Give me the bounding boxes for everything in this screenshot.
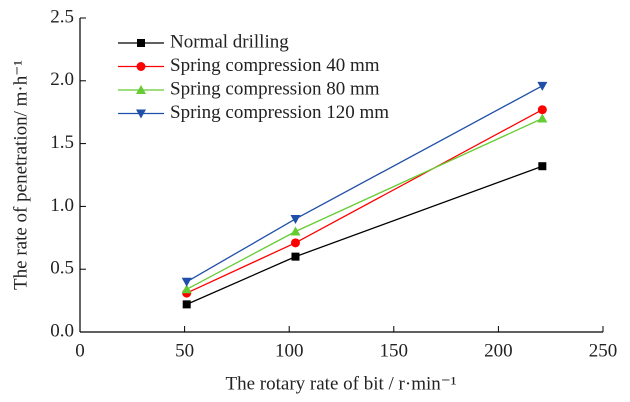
marker	[137, 39, 145, 47]
legend-label: Spring compression 120 mm	[170, 102, 389, 123]
marker	[136, 62, 146, 71]
marker	[182, 300, 191, 309]
x-tick-label: 250	[589, 340, 618, 361]
y-tick-label: 2.0	[50, 69, 74, 90]
series-line	[186, 165, 543, 305]
legend-label: Normal drilling	[170, 31, 289, 52]
marker	[538, 162, 547, 171]
x-tick-label: 0	[75, 340, 85, 361]
marker	[136, 109, 146, 119]
x-tick-label: 50	[175, 340, 194, 361]
marker	[290, 226, 301, 236]
legend-label: Spring compression 40 mm	[170, 55, 380, 76]
y-tick-label: 0.0	[50, 320, 74, 341]
x-axis-title: The rotary rate of bit / r·min⁻¹	[226, 373, 457, 394]
marker	[537, 113, 548, 123]
y-axis-title: The rate of penetration/ m·h⁻¹	[10, 60, 31, 290]
series-line	[186, 117, 543, 290]
marker	[537, 105, 547, 115]
x-tick-label: 150	[380, 340, 409, 361]
x-tick-label: 200	[484, 340, 513, 361]
marker	[291, 252, 300, 261]
x-tick-label: 100	[275, 340, 304, 361]
legend-label: Spring compression 80 mm	[170, 78, 380, 99]
marker	[290, 214, 301, 224]
marker	[290, 238, 300, 248]
series-line	[186, 109, 543, 294]
y-tick-label: 1.5	[50, 132, 74, 153]
marker	[537, 81, 548, 91]
marker	[136, 85, 146, 94]
y-tick-label: 1.0	[50, 195, 74, 216]
marker	[181, 284, 192, 294]
y-tick-label: 0.5	[50, 258, 74, 279]
y-tick-label: 2.5	[50, 6, 74, 27]
marker	[181, 277, 192, 287]
